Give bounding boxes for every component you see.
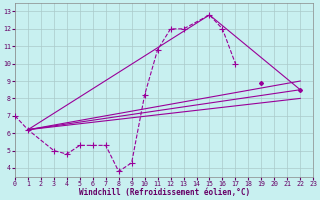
- X-axis label: Windchill (Refroidissement éolien,°C): Windchill (Refroidissement éolien,°C): [78, 188, 250, 197]
